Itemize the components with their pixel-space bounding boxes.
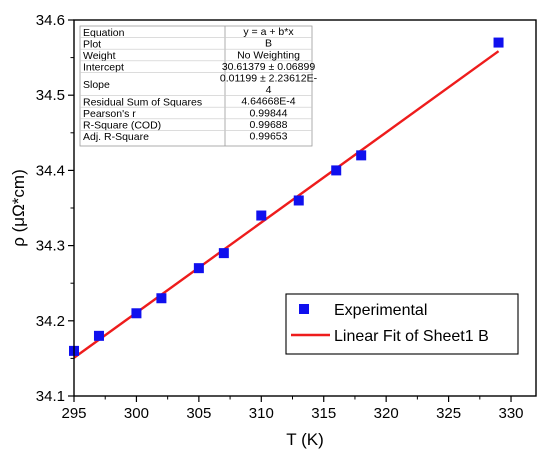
fit-line-layer [73, 50, 500, 359]
legend-label-fit: Linear Fit of Sheet1 B [334, 328, 489, 345]
stats-row-label: Weight [83, 50, 116, 62]
stats-table-frame [79, 25, 313, 147]
stats-row-value: 4 [266, 84, 272, 96]
data-point [218, 248, 229, 259]
y-tick-label: 34.4 [36, 162, 65, 179]
y-tick-label: 34.1 [36, 388, 65, 405]
x-tick-label: 295 [61, 405, 86, 422]
data-point [156, 293, 167, 304]
x-tick-label: 310 [249, 405, 274, 422]
x-tick-label: 300 [124, 405, 149, 422]
data-point [131, 308, 142, 319]
y-axis: 34.1 34.2 34.3 34.4 34.5 34.6 [36, 12, 74, 405]
stats-row-label: Residual Sum of Squares [83, 96, 202, 108]
legend-marker-experimental [299, 304, 309, 314]
stats-row-label: Pearson's r [83, 108, 136, 120]
data-point [356, 150, 367, 161]
data-point [193, 263, 204, 274]
stats-row-value: 0.01199 ± 2.23612E- [220, 73, 318, 85]
y-axis-title: ρ (μΩ*cm) [9, 169, 28, 247]
stats-row-label: Slope [83, 79, 110, 91]
stats-row-label: Adj. R-Square [83, 131, 149, 143]
stats-row-label: R-Square (COD) [83, 120, 161, 132]
y-tick-label: 34.6 [36, 12, 65, 29]
stats-row-label: Intercept [83, 62, 124, 74]
x-tick-label: 305 [186, 405, 211, 422]
x-tick-label: 325 [436, 405, 461, 422]
stats-row-label: Equation [83, 27, 125, 39]
legend-label-experimental: Experimental [334, 302, 427, 319]
x-tick-label: 320 [374, 405, 399, 422]
x-axis-title: T (K) [286, 430, 323, 449]
data-point [493, 37, 504, 48]
x-tick-label: 315 [311, 405, 336, 422]
x-tick-label: 330 [499, 405, 524, 422]
legend: Experimental Linear Fit of Sheet1 B [285, 293, 519, 355]
y-tick-label: 34.5 [36, 87, 65, 104]
stats-row-value: 0.99653 [250, 131, 288, 143]
stats-row-value: B [265, 38, 272, 50]
stats-row-label: Plot [83, 38, 101, 50]
data-point [256, 210, 267, 221]
x-axis: 295 300 305 310 315 320 325 330 [61, 396, 524, 422]
legend-box [285, 293, 519, 355]
y-tick-label: 34.2 [36, 313, 65, 330]
stats-row-value: 0.99844 [250, 107, 288, 119]
y-tick-label: 34.3 [36, 238, 65, 255]
fit-line [73, 50, 500, 359]
stats-row-value: y = a + b*x [243, 26, 294, 38]
data-point [293, 195, 304, 206]
stats-row-value: 0.99688 [250, 119, 288, 131]
stats-row-value: No Weighting [237, 49, 300, 61]
stats-table: Equation y = a + b*x Plot B Weight No Weighti… [79, 25, 318, 147]
data-point [331, 165, 342, 176]
stats-row-value: 30.61379 ± 0.06899 [222, 61, 316, 73]
stats-row-value: 4.64668E-4 [241, 96, 295, 108]
data-point [93, 330, 104, 341]
